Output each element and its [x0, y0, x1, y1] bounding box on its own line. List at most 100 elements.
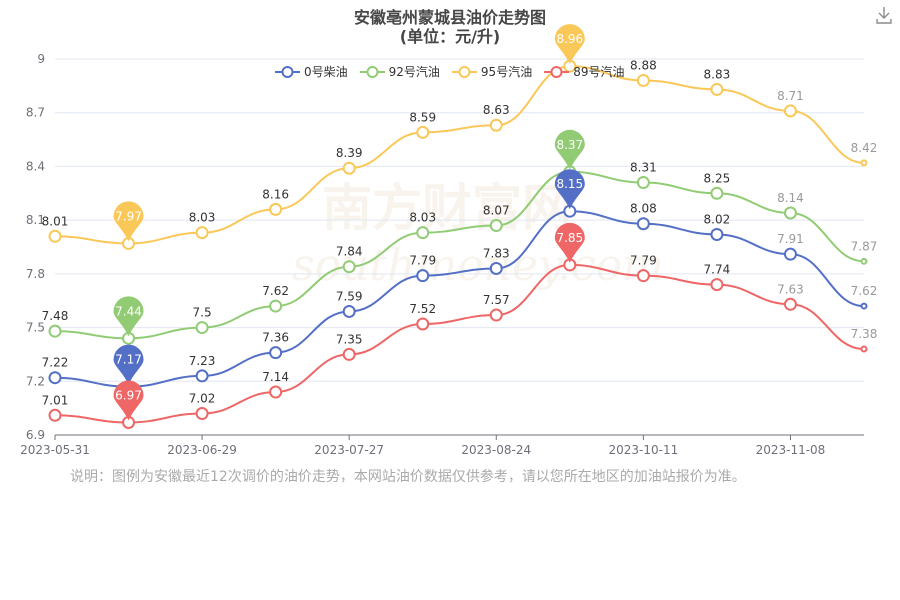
pin-marker: 8.96	[554, 24, 585, 65]
data-label: 7.79	[630, 254, 657, 268]
data-point	[269, 299, 283, 313]
legend-label: 0号柴油	[304, 65, 348, 79]
data-label: 7.79	[409, 254, 436, 268]
data-point	[783, 206, 797, 220]
pin-shape	[113, 201, 144, 242]
data-point	[783, 104, 797, 118]
data-label: 8.14	[777, 191, 804, 205]
series-line-0	[54, 210, 865, 388]
y-tick-label: 8.4	[26, 159, 45, 173]
legend-line-circle-icon	[451, 65, 477, 78]
y-tick-label: 6.9	[26, 428, 45, 442]
data-point	[269, 346, 283, 360]
data-point	[342, 304, 356, 318]
data-label: 8.02	[704, 212, 731, 226]
data-point	[416, 226, 430, 240]
chart-title-unit: (单位：元/升)	[399, 27, 501, 46]
data-point	[489, 261, 503, 275]
data-label: 8.63	[483, 103, 510, 117]
data-label: 7.63	[777, 282, 804, 296]
pin-shape	[554, 169, 585, 210]
data-label: 8.25	[704, 171, 731, 185]
data-label: 7.01	[42, 393, 69, 407]
data-label: 8.71	[777, 89, 804, 103]
data-point	[860, 257, 868, 265]
data-label: 8.39	[336, 146, 363, 160]
legend-item[interactable]: 0号柴油	[275, 63, 348, 80]
data-point	[636, 176, 650, 190]
series-line-2	[54, 65, 865, 245]
x-tick-label: 2023-06-29	[167, 443, 237, 457]
pin-marker: 7.85	[554, 222, 585, 263]
data-point	[636, 73, 650, 87]
x-tick-label: 2023-10-11	[608, 443, 678, 457]
legend-item[interactable]: 95号汽油	[451, 63, 533, 80]
data-point	[489, 118, 503, 132]
pin-label: 6.97	[115, 388, 142, 402]
x-tick-label: 2023-08-24	[461, 443, 531, 457]
legend-item[interactable]: 92号汽油	[359, 63, 440, 80]
download-icon[interactable]	[876, 6, 892, 24]
data-label: 7.14	[262, 370, 289, 384]
legend-label: 95号汽油	[480, 65, 533, 79]
pin-marker: 8.37	[554, 129, 585, 170]
data-label: 8.03	[189, 211, 216, 225]
data-point	[416, 317, 430, 331]
y-tick-label: 8.1	[26, 213, 45, 227]
data-point	[636, 269, 650, 283]
data-point	[195, 321, 209, 335]
data-label: 7.02	[189, 392, 216, 406]
pin-label: 7.17	[115, 353, 142, 367]
data-point	[269, 202, 283, 216]
legend-line-circle-icon	[275, 65, 300, 78]
data-point	[489, 219, 503, 233]
data-point	[342, 347, 356, 361]
chart-legend: 0号柴油 92号汽油 95号汽油 89号汽油	[275, 63, 624, 80]
legend-item[interactable]: 89号汽油	[544, 63, 624, 80]
data-point	[710, 82, 724, 96]
series-line-3	[54, 263, 865, 424]
pin-shape	[554, 129, 585, 170]
pin-shape	[554, 24, 585, 65]
pin-marker: 7.44	[113, 296, 144, 337]
data-label: 7.5	[193, 306, 212, 320]
data-label: 7.48	[42, 309, 69, 323]
data-label: 7.59	[336, 289, 363, 303]
data-label: 7.36	[262, 331, 289, 345]
pin-shape	[113, 380, 144, 421]
y-tick-label: 8.7	[26, 106, 45, 120]
y-tick-label: 7.2	[26, 374, 45, 388]
data-point	[710, 278, 724, 292]
pin-shape	[554, 222, 585, 263]
data-label: 8.31	[630, 161, 657, 175]
data-label: 8.59	[409, 110, 436, 124]
data-label: 7.84	[336, 245, 363, 259]
data-label: 7.23	[189, 354, 216, 368]
data-label: 8.88	[630, 58, 657, 72]
data-point	[342, 260, 356, 274]
data-label: 7.87	[851, 239, 878, 253]
data-point	[195, 369, 209, 383]
pin-label: 7.85	[556, 231, 583, 245]
data-point	[416, 269, 430, 283]
chart-title-main: 安徽亳州蒙城县油价走势图	[353, 8, 546, 27]
data-point	[489, 308, 503, 322]
y-tick-label: 9	[37, 52, 45, 66]
data-label: 7.22	[42, 356, 69, 370]
x-tick-label: 2023-07-27	[314, 443, 384, 457]
data-label: 7.35	[336, 332, 363, 346]
data-label: 7.57	[483, 293, 510, 307]
data-label: 7.83	[483, 246, 510, 260]
legend-line-circle-icon	[544, 65, 570, 78]
data-label: 7.62	[262, 284, 289, 298]
y-tick-label: 7.8	[26, 267, 45, 281]
data-point	[783, 297, 797, 311]
data-point	[860, 159, 868, 167]
pin-marker: 7.97	[113, 201, 144, 242]
data-point	[195, 226, 209, 240]
data-label: 8.03	[409, 211, 436, 225]
legend-line-circle-icon	[359, 65, 385, 78]
data-label: 7.52	[409, 302, 436, 316]
data-point	[860, 345, 868, 353]
